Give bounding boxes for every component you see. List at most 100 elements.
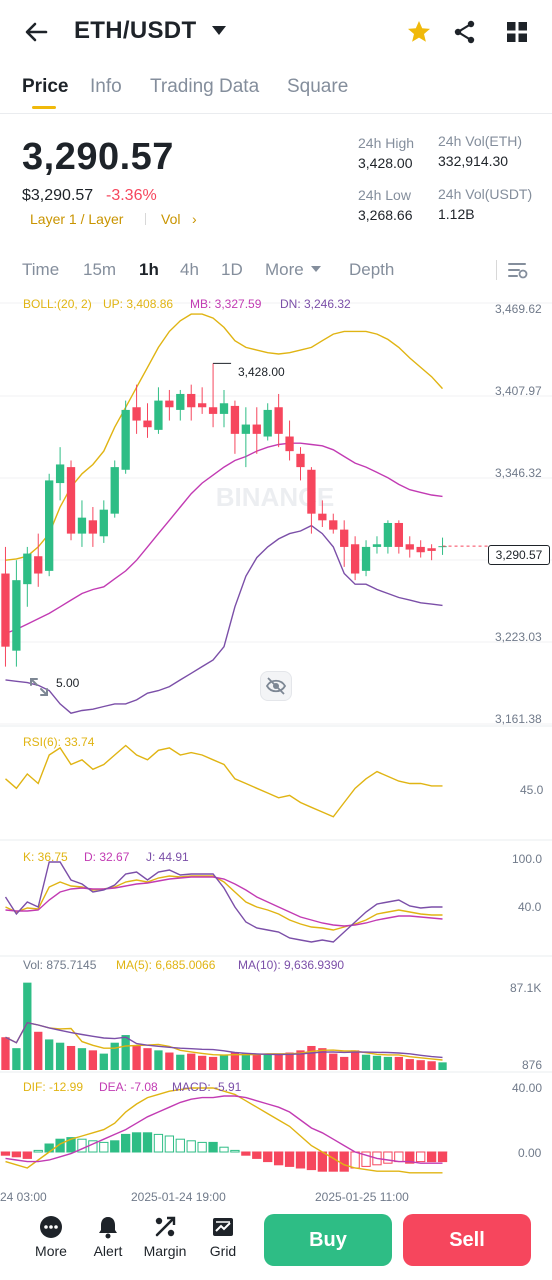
divider (145, 213, 146, 225)
time-axis-label: 2025-01-24 19:00 (131, 1190, 226, 1204)
boll-up-line (5, 313, 444, 561)
candle-body (208, 407, 218, 414)
last-price: 3,290.57 (22, 136, 174, 178)
price-change: -3.36% (106, 187, 157, 204)
macd-histogram-bar (66, 1137, 76, 1153)
tab-trading-data[interactable]: Trading Data (150, 76, 260, 97)
candle-body (361, 546, 371, 571)
macd-histogram-bar (295, 1151, 306, 1169)
tab-info[interactable]: Info (90, 76, 122, 97)
volume-bar (438, 1062, 447, 1070)
grid-button[interactable]: Grid (195, 1214, 251, 1259)
active-tab-indicator (32, 106, 56, 109)
rsi-axis-label: 45.0 (520, 783, 544, 797)
volume-bar (165, 1052, 174, 1070)
candle-body (121, 409, 130, 470)
candle-body (416, 546, 425, 553)
vol-ma10-line (5, 1021, 443, 1059)
more-button[interactable]: More (23, 1214, 79, 1259)
candle-body (252, 424, 261, 434)
kline-chart[interactable]: BINANCE (0, 290, 552, 1206)
margin-icon (155, 1216, 176, 1237)
volume-bar (219, 1054, 229, 1070)
candle-body (143, 420, 152, 428)
kdj-d-line (5, 876, 443, 927)
macd-histogram-bar (219, 1146, 229, 1153)
interval-time[interactable]: Time (22, 260, 60, 279)
candle-body (12, 580, 21, 651)
macd-histogram-bar (306, 1151, 317, 1171)
trading-pair[interactable]: ETH/USDT (74, 17, 197, 44)
price-axis-label: 3,346.32 (495, 466, 542, 480)
candle-body (285, 436, 294, 452)
eye-off-icon (265, 677, 287, 695)
stat-low-value: 3,268.66 (358, 207, 413, 223)
volume-bar (285, 1052, 294, 1070)
rsi-label: RSI(6): 33.74 (23, 735, 95, 749)
caret-down-icon[interactable] (212, 26, 226, 35)
margin-label: Margin (143, 1243, 187, 1259)
interval-4h[interactable]: 4h (180, 260, 199, 279)
interval-15m[interactable]: 15m (83, 260, 117, 279)
candle-body (154, 400, 163, 430)
macd-axis-label: 0.00 (518, 1146, 542, 1160)
candle-body (45, 480, 54, 571)
macd-histogram-bar (263, 1151, 273, 1163)
volume-bar (230, 1052, 240, 1070)
tag-vol[interactable]: Vol (161, 211, 181, 227)
boll-dn-line (5, 524, 443, 714)
volume-bar (1, 1037, 10, 1070)
watermark: BINANCE (216, 482, 334, 512)
kdj-axis-label: 100.0 (512, 852, 543, 866)
vol-ma5-line (5, 1021, 443, 1061)
stat-vol-eth-label: 24h Vol(ETH) (438, 133, 523, 149)
macd-histogram-bar (241, 1151, 251, 1156)
tab-price[interactable]: Price (22, 76, 69, 97)
grid-label: Grid (209, 1243, 237, 1259)
expand-icon[interactable] (28, 676, 50, 698)
tab-square[interactable]: Square (287, 76, 349, 97)
candle-body (55, 464, 65, 484)
volume-bar (208, 1056, 218, 1070)
interval-bar: Time 15m 1h 4h 1D More Depth (0, 250, 552, 290)
price-axis-label: 3,223.03 (495, 630, 542, 644)
share-icon[interactable] (451, 18, 479, 46)
macd-histogram-bar (416, 1151, 426, 1163)
alert-button[interactable]: Alert (80, 1214, 136, 1259)
bell-icon (99, 1217, 117, 1239)
star-icon[interactable] (405, 18, 433, 46)
kdj-j-line (4, 861, 443, 943)
volume-bar (361, 1054, 371, 1070)
sell-button[interactable]: Sell (403, 1214, 531, 1266)
stat-vol-usdt-value: 1.12B (438, 206, 475, 222)
grid-apps-icon[interactable] (503, 18, 531, 46)
interval-more[interactable]: More (265, 260, 304, 279)
volume-bar (383, 1056, 393, 1070)
interval-1d[interactable]: 1D (221, 260, 243, 279)
macd-histogram-bar (437, 1151, 448, 1163)
low-marker-label: 5.00 (56, 676, 80, 690)
divider (0, 113, 552, 114)
volume-bar (88, 1050, 98, 1070)
macd-histogram-bar (142, 1132, 153, 1153)
depth-tab[interactable]: Depth (349, 260, 395, 279)
interval-1h[interactable]: 1h (139, 260, 159, 279)
page-tabs: Price Info Trading Data Square (0, 70, 552, 110)
bottom-action-bar: More Alert Margin Grid Buy Sell (0, 1206, 552, 1280)
macd-dif-label: DIF: -12.99 (23, 1080, 84, 1094)
volume-bar (176, 1054, 185, 1070)
tag-layer[interactable]: Layer 1 / Layer (30, 211, 124, 227)
candle-body (405, 544, 414, 550)
chart-settings-icon[interactable] (507, 260, 529, 280)
candle-body (372, 544, 382, 547)
boll-dn-label: DN: 3,246.32 (280, 297, 351, 311)
margin-button[interactable]: Margin (137, 1214, 193, 1259)
macd-histogram-bar (405, 1151, 415, 1164)
candle-body (296, 453, 305, 468)
macd-histogram-bar (33, 1149, 43, 1153)
chevron-right-icon[interactable]: › (192, 211, 197, 227)
buy-button[interactable]: Buy (264, 1214, 392, 1266)
back-arrow-icon[interactable] (22, 18, 50, 46)
candle-body (66, 467, 76, 534)
candle-body (23, 553, 32, 585)
